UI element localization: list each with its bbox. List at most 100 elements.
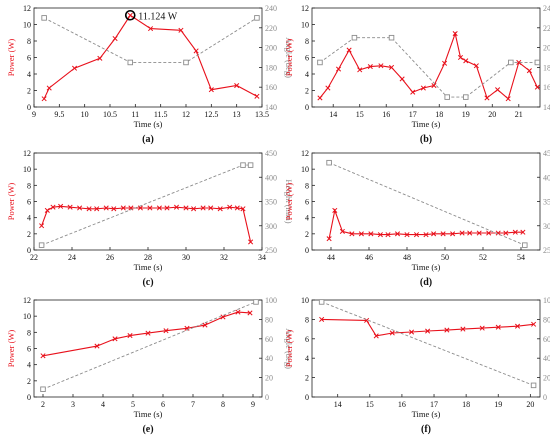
- power-point: [112, 336, 118, 342]
- power-point: [476, 230, 482, 236]
- secondary-point: [508, 59, 514, 66]
- x-tick-label: 13.5: [255, 110, 269, 119]
- power-series-line: [321, 318, 534, 337]
- secondary-series-line: [319, 37, 538, 98]
- secondary-point: [254, 15, 260, 21]
- x-tick-label: 13: [233, 110, 241, 119]
- y-tick-label: 4: [27, 361, 31, 370]
- power-point: [94, 343, 100, 349]
- power-point: [399, 76, 405, 82]
- y-axis-label: Power (W): [6, 183, 16, 221]
- power-point: [526, 68, 532, 74]
- y2-axis-label: Angle (deg): [284, 37, 294, 78]
- secondary-point: [317, 59, 323, 66]
- y2-tick-label: 350: [543, 198, 550, 207]
- x-tick-label: 18: [435, 110, 443, 119]
- power-point: [368, 231, 374, 237]
- y2-tick-label: 60: [265, 335, 273, 344]
- power-point: [452, 31, 458, 37]
- plot-frame: [33, 299, 263, 398]
- y2-tick-label: 220: [543, 24, 550, 33]
- x-tick-label: 2: [41, 400, 45, 409]
- y-tick-label: 10: [23, 165, 31, 174]
- x-axis-label: Time (s): [134, 119, 163, 129]
- x-tick-label: 28: [144, 253, 152, 262]
- y2-tick-label: 40: [543, 354, 550, 363]
- y-tick-label: 10: [301, 296, 309, 305]
- power-point: [484, 95, 490, 101]
- panel-label: (e): [142, 424, 153, 435]
- power-point: [425, 328, 431, 334]
- y-axis-label: Power (W): [6, 330, 16, 368]
- power-point: [112, 35, 118, 42]
- power-point: [248, 239, 254, 245]
- secondary-series-line: [42, 301, 257, 390]
- power-point: [326, 236, 332, 242]
- y-tick-label: 4: [305, 354, 309, 363]
- y-tick-label: 12: [301, 149, 309, 158]
- power-point: [367, 64, 373, 70]
- x-tick-label: 10: [81, 110, 89, 119]
- y2-tick-label: 250: [543, 246, 550, 255]
- x-tick-label: 11: [131, 110, 139, 119]
- power-point: [339, 228, 345, 234]
- power-point: [145, 330, 151, 336]
- x-tick-label: 5: [131, 400, 135, 409]
- power-point: [349, 231, 355, 237]
- peak-annotation-label: 11.124 W: [138, 11, 177, 22]
- power-point: [227, 204, 233, 210]
- power-point: [450, 231, 456, 237]
- secondary-point: [247, 162, 254, 168]
- power-point: [431, 82, 437, 89]
- power-point: [200, 205, 206, 211]
- power-point: [44, 207, 50, 213]
- power-point: [495, 324, 501, 330]
- panel-label: (d): [420, 277, 432, 288]
- x-tick-label: 14: [334, 400, 342, 409]
- plot-frame: [311, 299, 541, 398]
- y2-tick-label: 450: [543, 149, 550, 158]
- x-tick-label: 7: [191, 400, 195, 409]
- power-point: [217, 206, 223, 212]
- y-tick-label: 4: [27, 70, 31, 79]
- panel-1: 9 9.5 10 10.5 11 11.5 12 12.5 13 13.5 0 2 4 6 8 10 12 140…: [6, 4, 294, 145]
- x-axis-label: Time (s): [412, 409, 441, 419]
- panel-label: (c): [142, 277, 153, 288]
- secondary-point: [530, 382, 537, 389]
- power-point: [127, 333, 133, 339]
- y-tick-label: 8: [27, 328, 31, 337]
- power-point: [178, 27, 184, 33]
- y2-tick-label: 240: [265, 4, 277, 13]
- secondary-point: [183, 59, 189, 66]
- power-point: [459, 230, 465, 236]
- y-tick-label: 0: [27, 393, 31, 402]
- x-tick-label: 9: [32, 110, 36, 119]
- y-tick-label: 12: [23, 4, 31, 13]
- panel-2: 14 15 16 17 18 19 20 21 0 2 4 6 8 10 12 140 160 180 200 220…: [284, 4, 550, 145]
- power-point: [137, 205, 143, 211]
- y-axis-label: Power (W): [6, 39, 16, 77]
- power-point: [467, 230, 473, 236]
- y2-tick-label: 20: [265, 374, 273, 383]
- power-point: [520, 229, 526, 235]
- power-point: [486, 230, 492, 236]
- secondary-point: [326, 159, 332, 166]
- y2-tick-label: 450: [265, 149, 277, 158]
- y-axis-label: Power (W): [284, 330, 294, 368]
- y2-tick-label: 180: [543, 63, 550, 72]
- power-point: [202, 322, 208, 328]
- x-tick-label: 52: [479, 253, 487, 262]
- power-point: [404, 232, 410, 238]
- x-tick-label: 4: [101, 400, 105, 409]
- y-tick-label: 12: [23, 296, 31, 305]
- x-tick-label: 26: [106, 253, 114, 262]
- power-point: [335, 66, 342, 72]
- x-tick-label: 44: [327, 253, 335, 262]
- y-tick-label: 8: [27, 37, 31, 46]
- power-point: [163, 328, 169, 334]
- y-tick-label: 12: [23, 149, 31, 158]
- x-tick-label: 10.5: [103, 110, 117, 119]
- secondary-point: [534, 59, 541, 66]
- y-tick-label: 2: [305, 374, 309, 383]
